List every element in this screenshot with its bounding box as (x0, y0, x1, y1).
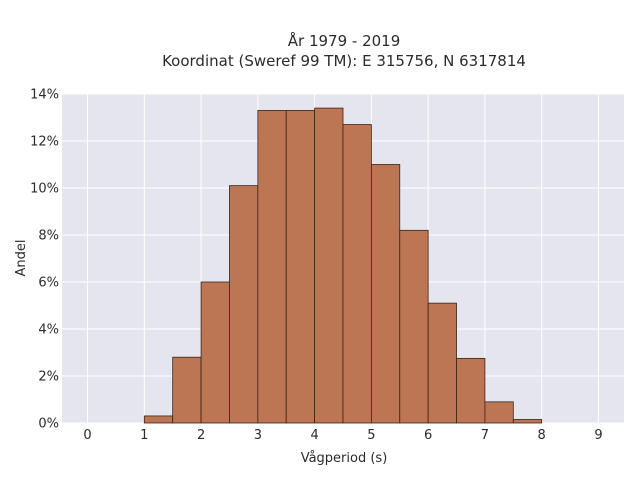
x-axis-label: Vågperiod (s) (301, 451, 388, 466)
y-tick-label-4: 8% (38, 229, 59, 244)
x-tick-label-4: 4 (310, 428, 318, 443)
x-tick-label-8: 8 (538, 428, 546, 443)
histogram-bar-9 (342, 124, 372, 424)
x-tick-label-5: 5 (367, 428, 375, 443)
y-tick-label-3: 6% (38, 276, 59, 291)
histogram-bar-2 (143, 415, 174, 424)
x-tick-label-2: 2 (197, 428, 205, 443)
histogram-bar-4 (200, 281, 230, 424)
x-tick-label-1: 1 (140, 428, 148, 443)
y-tick-label-5: 10% (30, 182, 59, 197)
x-tick-label-0: 0 (83, 428, 91, 443)
histogram-bar-10 (370, 164, 401, 424)
y-tick-label-7: 14% (30, 88, 59, 103)
histogram-bar-11 (399, 229, 429, 424)
histogram-bar-3 (172, 356, 202, 424)
histogram-bar-5 (229, 185, 259, 424)
histogram-bar-12 (427, 302, 457, 424)
y-tick-label-2: 4% (38, 323, 59, 338)
y-tick-label-1: 2% (38, 370, 59, 385)
y-axis-label: Andel (14, 240, 29, 277)
y-tick-label-6: 12% (30, 135, 59, 150)
bars (143, 107, 543, 424)
histogram-bar-13 (456, 357, 486, 424)
chart-title-line1: År 1979 - 2019 (288, 31, 401, 50)
x-tick-label-7: 7 (481, 428, 489, 443)
x-tick-label-3: 3 (254, 428, 262, 443)
histogram-bar-8 (314, 107, 344, 424)
histogram-bar-6 (257, 110, 287, 424)
y-axis-ticks: 0% 2% 4% 6% 8% 10% 12% 14% (30, 88, 59, 432)
x-tick-label-9: 9 (594, 428, 602, 443)
y-tick-label-0: 0% (38, 417, 59, 432)
chart-title-line2: Koordinat (Sweref 99 TM): E 315756, N 63… (162, 52, 526, 70)
histogram-bar-7 (285, 110, 316, 424)
histogram-bar-15 (512, 419, 543, 424)
x-tick-label-6: 6 (424, 428, 432, 443)
x-axis-ticks: 0 1 2 3 4 5 6 7 8 9 (83, 428, 602, 443)
histogram-bar-14 (484, 401, 514, 424)
